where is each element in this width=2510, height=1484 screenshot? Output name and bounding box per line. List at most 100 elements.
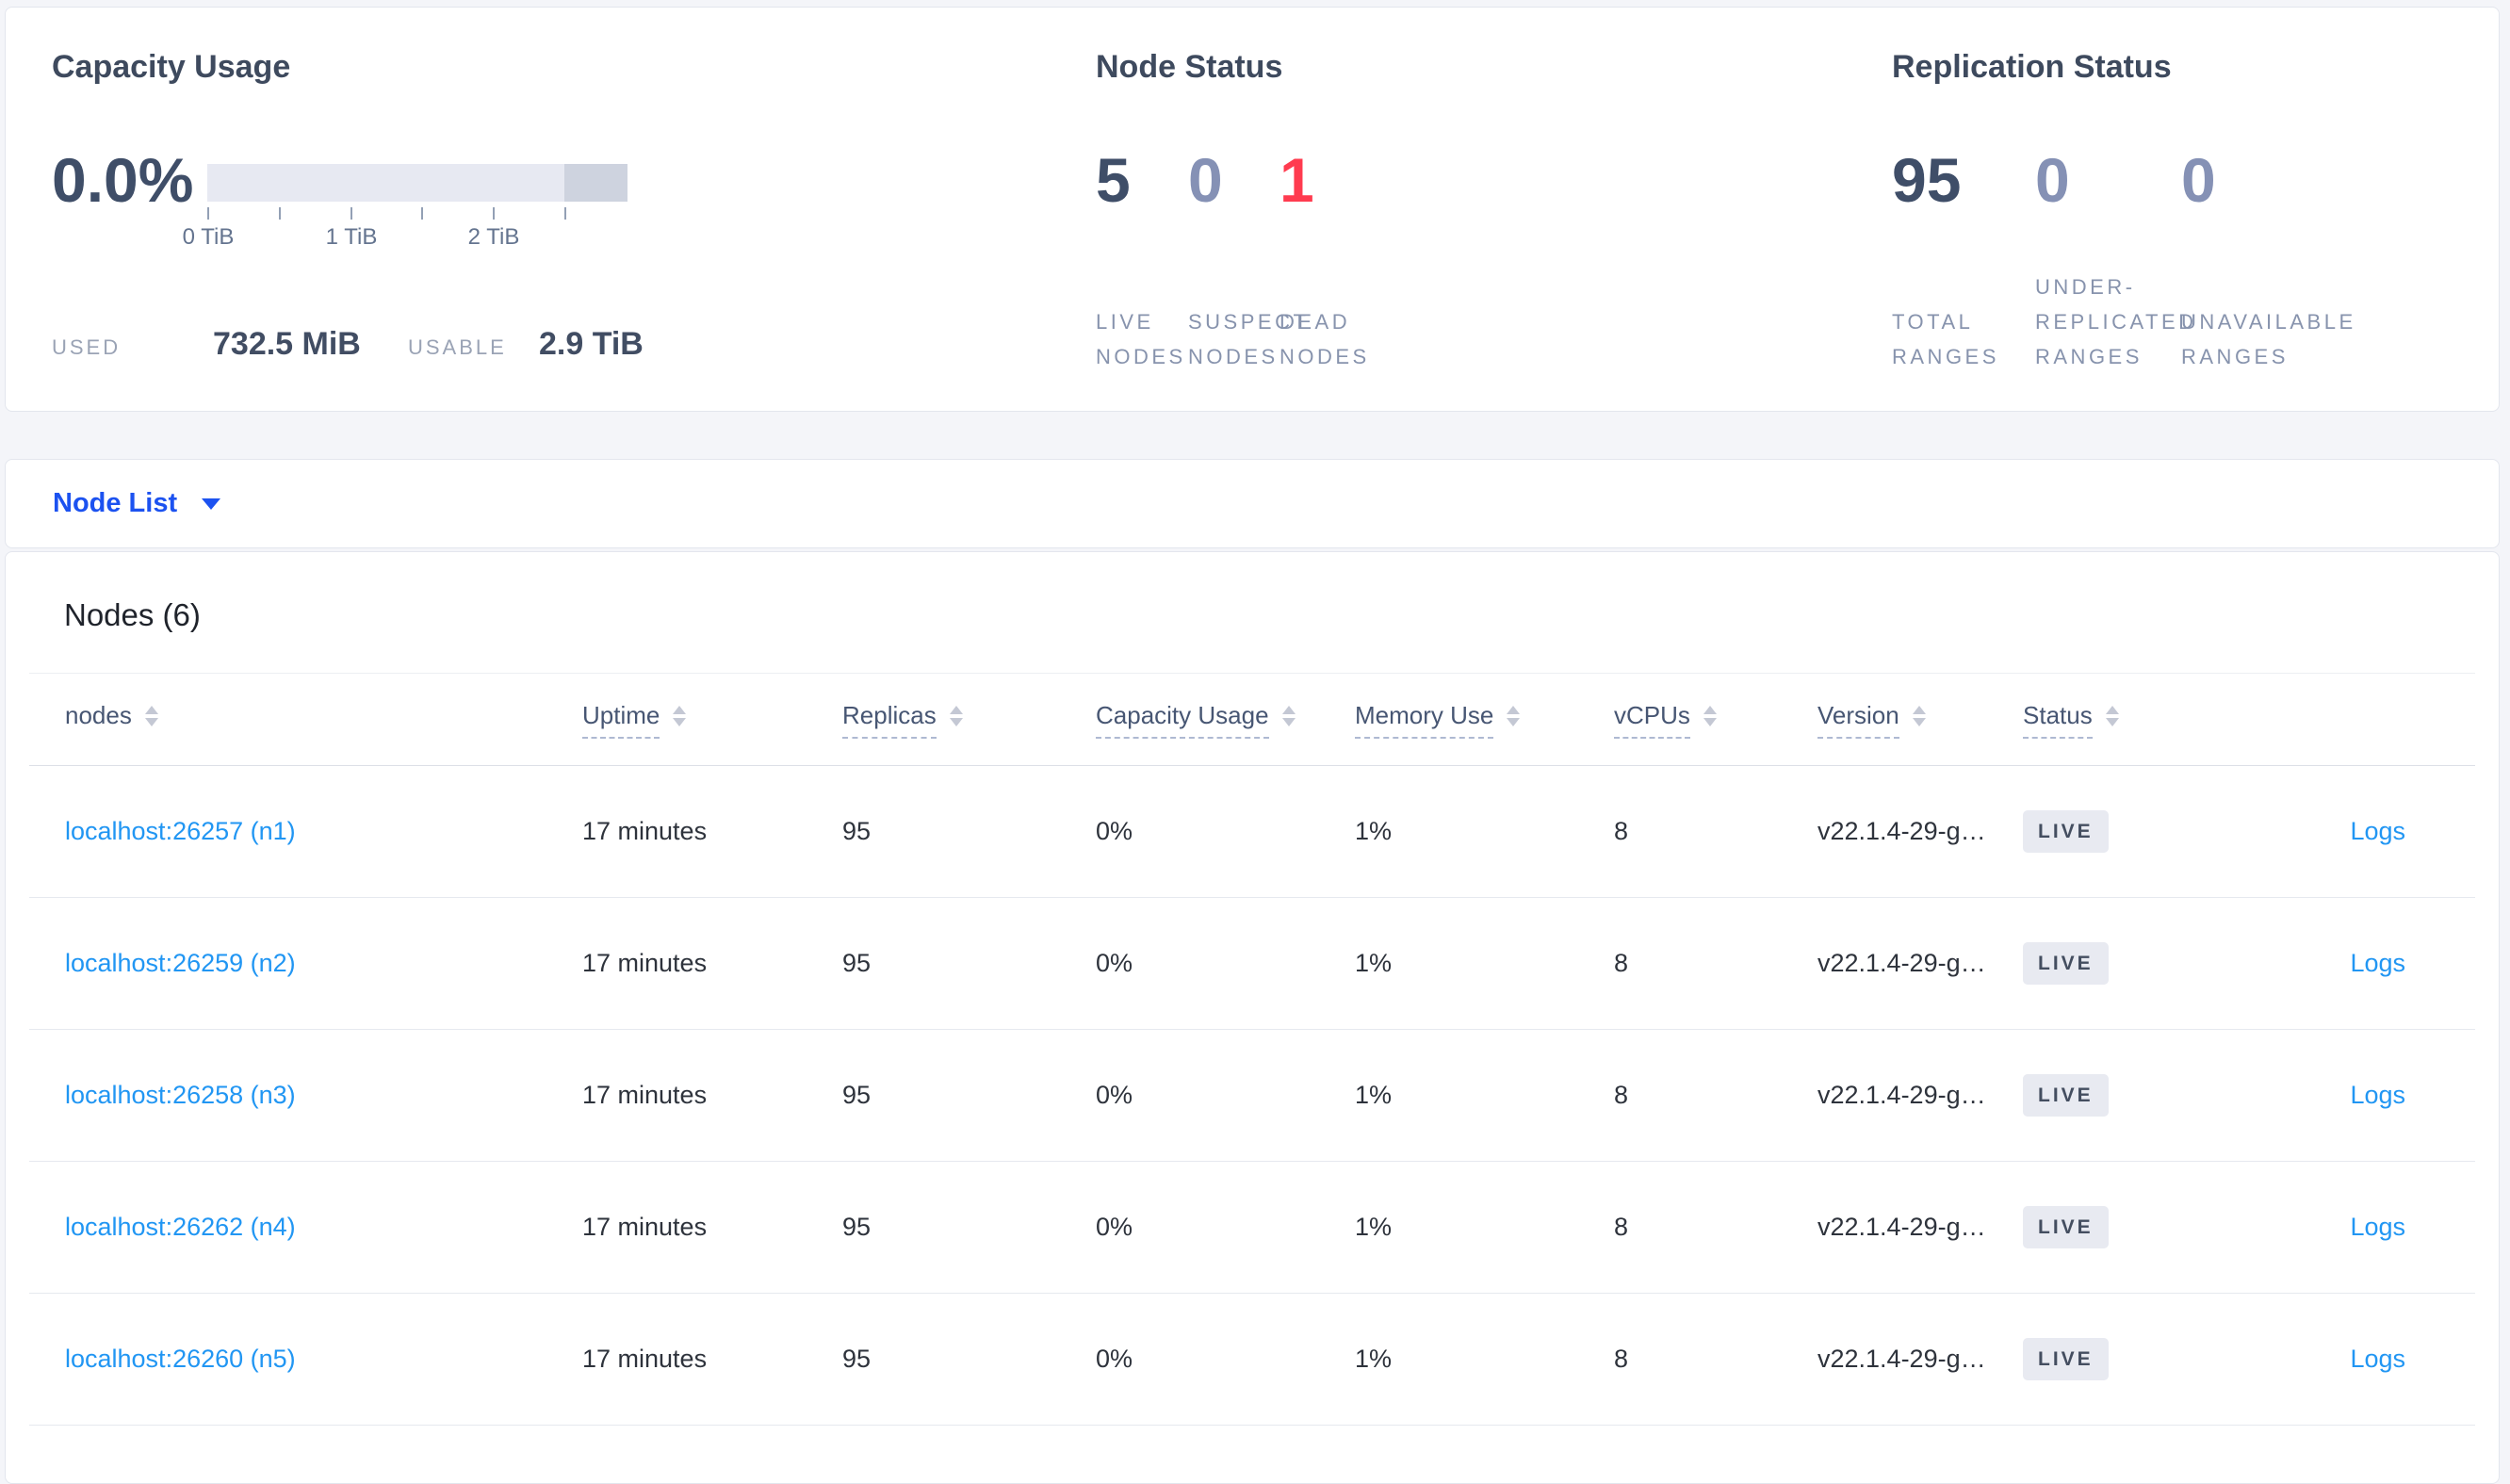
table-row: localhost:26262 (n4) 17 minutes 95 0% 1%… [29,1162,2475,1294]
vcpus-cell: 8 [1614,1345,1629,1373]
sort-icon [144,706,158,726]
unavailable-ranges-count: 0 [2181,145,2216,215]
sort-icon [1281,706,1296,726]
replicas-cell: 95 [842,817,872,845]
replicas-cell: 95 [842,1345,872,1373]
unavailable-ranges-label: UNAVAILABLE RANGES [2181,310,2356,368]
live-nodes-count: 5 [1096,145,1131,215]
version-cell: v22.1.4-29-g… [1817,949,1986,977]
memory-use-cell: 1% [1355,1345,1393,1373]
capacity-axis-ticks [207,207,628,220]
logs-link[interactable]: Logs [2350,1081,2405,1109]
column-header-vcpus[interactable]: vCPUs [1578,674,1782,765]
sort-icon [673,706,687,726]
sort-icon [1912,706,1926,726]
memory-use-cell: 1% [1355,949,1393,977]
chevron-down-icon [202,497,221,510]
column-header-logs-empty [2208,674,2475,765]
nodes-section-title: Nodes (6) [64,597,201,632]
table-header-row: nodes Uptime Replicas Capacity Usage Mem… [29,673,2475,766]
capacity-usage-cell: 0% [1096,1213,1133,1241]
vcpus-cell: 8 [1614,817,1629,845]
column-header-version[interactable]: Version [1782,674,1987,765]
uptime-cell: 17 minutes [582,1345,708,1373]
capacity-usage-title: Capacity Usage [52,49,291,85]
uptime-cell: 17 minutes [582,1213,708,1241]
used-value: 732.5 MiB [213,326,361,362]
node-link[interactable]: localhost:26257 (n1) [65,817,296,845]
node-status-title: Node Status [1096,49,1283,85]
capacity-usage-cell: 0% [1096,949,1133,977]
node-list-dropdown[interactable]: Node List [53,488,178,518]
live-nodes-label: LIVE NODES [1096,310,1186,368]
total-ranges-label: TOTAL RANGES [1892,310,1999,368]
cluster-summary-card: Capacity Usage 0.0% 0 TiB 1 TiB 2 TiB US… [5,7,2500,412]
memory-use-cell: 1% [1355,1081,1393,1109]
under-replicated-ranges-label: UNDER- REPLICATED RANGES [2035,275,2197,368]
replication-status-title: Replication Status [1892,49,2172,85]
column-header-memory-use[interactable]: Memory Use [1319,674,1578,765]
tick-label: 2 TiB [467,224,520,250]
replicas-cell: 95 [842,1081,872,1109]
table-row: localhost:26260 (n5) 17 minutes 95 0% 1%… [29,1294,2475,1426]
uptime-cell: 17 minutes [582,817,708,845]
column-header-capacity-usage[interactable]: Capacity Usage [1060,674,1319,765]
status-badge: LIVE [2023,1338,2109,1380]
capacity-bar-usable-segment [207,164,564,202]
tick-label: 0 TiB [182,224,235,250]
capacity-usage-cell: 0% [1096,817,1133,845]
node-link[interactable]: localhost:26258 (n3) [65,1081,296,1109]
uptime-cell: 17 minutes [582,949,708,977]
table-row: localhost:26258 (n3) 17 minutes 95 0% 1%… [29,1030,2475,1162]
sort-icon [2105,706,2119,726]
memory-use-cell: 1% [1355,1213,1393,1241]
sort-icon [1507,706,1521,726]
sort-icon [1703,706,1717,726]
capacity-axis-labels: 0 TiB 1 TiB 2 TiB [183,224,628,253]
table-row: localhost:26257 (n1) 17 minutes 95 0% 1%… [29,766,2475,898]
nodes-table: nodes Uptime Replicas Capacity Usage Mem… [29,673,2475,1426]
capacity-usage-cell: 0% [1096,1081,1133,1109]
status-badge: LIVE [2023,1206,2109,1248]
used-label: USED [52,335,122,359]
table-row: localhost:26259 (n2) 17 minutes 95 0% 1%… [29,898,2475,1030]
under-replicated-ranges-count: 0 [2035,145,2070,215]
tick-label: 1 TiB [325,224,378,250]
dead-nodes-label: DEAD NODES [1279,310,1370,368]
capacity-percent: 0.0% [52,145,194,215]
node-list-bar: Node List [5,459,2500,548]
suspect-nodes-label: SUSPECT NODES [1188,310,1310,368]
node-link[interactable]: localhost:26262 (n4) [65,1213,296,1241]
vcpus-cell: 8 [1614,1213,1629,1241]
uptime-cell: 17 minutes [582,1081,708,1109]
status-badge: LIVE [2023,942,2109,985]
status-badge: LIVE [2023,810,2109,853]
capacity-usage-bar [207,164,628,202]
node-link[interactable]: localhost:26260 (n5) [65,1345,296,1373]
replicas-cell: 95 [842,949,872,977]
vcpus-cell: 8 [1614,949,1629,977]
replicas-cell: 95 [842,1213,872,1241]
logs-link[interactable]: Logs [2350,817,2405,845]
version-cell: v22.1.4-29-g… [1817,1213,1986,1241]
column-header-status[interactable]: Status [1987,674,2208,765]
capacity-usage-cell: 0% [1096,1345,1133,1373]
status-badge: LIVE [2023,1074,2109,1117]
total-ranges-count: 95 [1892,145,1962,215]
version-cell: v22.1.4-29-g… [1817,1345,1986,1373]
logs-link[interactable]: Logs [2350,949,2405,977]
logs-link[interactable]: Logs [2350,1345,2405,1373]
usable-label: USABLE [408,335,507,359]
dead-nodes-count: 1 [1279,145,1314,215]
column-header-uptime[interactable]: Uptime [546,674,807,765]
logs-link[interactable]: Logs [2350,1213,2405,1241]
vcpus-cell: 8 [1614,1081,1629,1109]
usable-value: 2.9 TiB [539,326,644,362]
column-header-replicas[interactable]: Replicas [807,674,1060,765]
nodes-card: Nodes (6) nodes Uptime Replicas Capacity… [5,551,2500,1484]
sort-icon [949,706,963,726]
node-link[interactable]: localhost:26259 (n2) [65,949,296,977]
memory-use-cell: 1% [1355,817,1393,845]
column-header-nodes[interactable]: nodes [29,674,546,765]
suspect-nodes-count: 0 [1188,145,1223,215]
